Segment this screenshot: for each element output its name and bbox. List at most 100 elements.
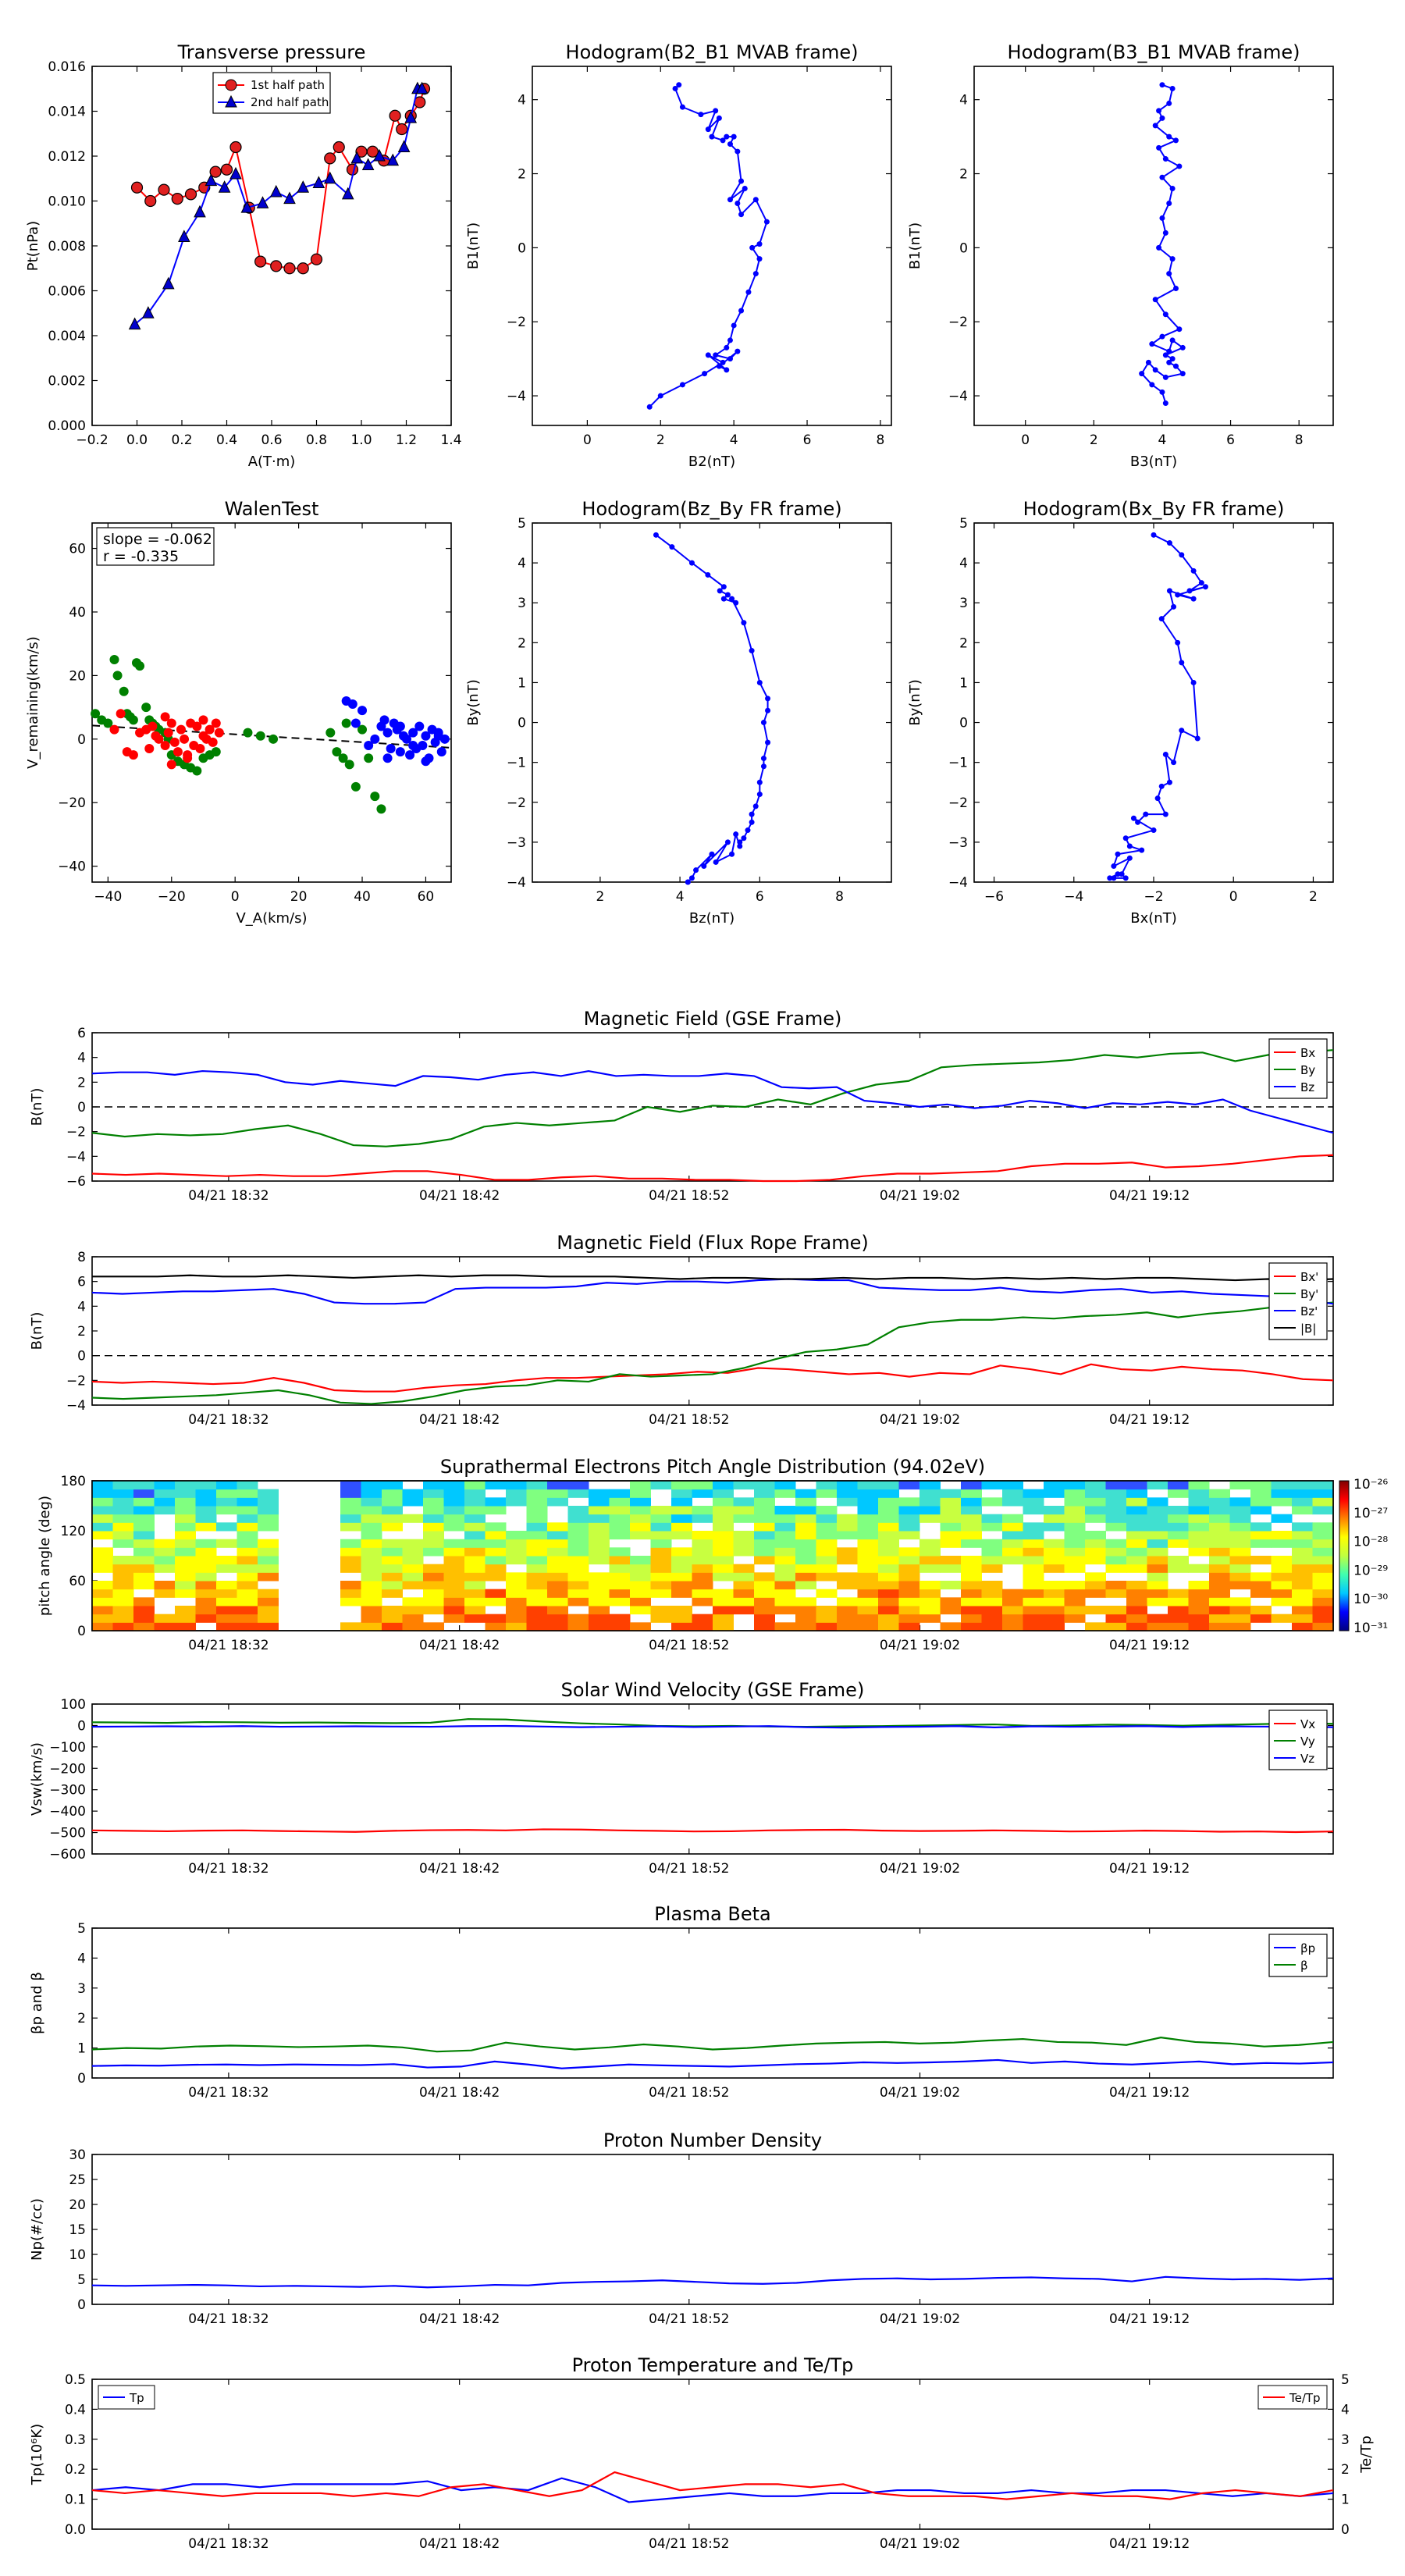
pitch-angle-cell (382, 1489, 403, 1498)
pitch-angle-cell (878, 1589, 899, 1598)
pitch-angle-cell (1168, 1522, 1189, 1532)
pitch-angle-cell (1250, 1589, 1272, 1598)
pitch-angle-cell (175, 1556, 196, 1565)
hodogram-bx-by-ytick-label: −2 (948, 795, 968, 811)
hodogram-bz-by-point (733, 600, 739, 606)
pitch-angle-cell (1312, 1531, 1334, 1540)
hodogram-bz-by-point (724, 592, 731, 598)
walen-test-point (421, 731, 431, 741)
magnetic-field-fr-ytick-label: 6 (77, 1275, 86, 1290)
hodogram-bx-by-xlabel: Bx(nT) (1130, 910, 1176, 927)
hodogram-bx-by-point (1171, 760, 1177, 766)
pitch-angle-cell (1250, 1497, 1272, 1507)
pitch-angle-cell (795, 1606, 816, 1615)
pitch-angle-cell (1147, 1589, 1168, 1598)
pitch-angle-cell (1085, 1572, 1106, 1582)
pitch-angle-cell (92, 1514, 113, 1523)
hodogram-bz-by-ytick-label: 3 (518, 596, 526, 611)
walen-test-point (141, 703, 151, 713)
pitch-angle-cell (754, 1614, 775, 1623)
pitch-angle-cell (816, 1606, 838, 1615)
pitch-angle-cell (340, 1581, 361, 1590)
solar-wind-velocity-ytick-label: −400 (49, 1804, 86, 1820)
pitch-angle-cell (1188, 1481, 1210, 1490)
pitch-angle-cell (713, 1556, 734, 1565)
pitch-angle-cell (1147, 1581, 1168, 1590)
pitch-angle-cell (112, 1506, 134, 1515)
pitch-angle-cell (112, 1531, 134, 1540)
plasma-beta-time-label: 04/21 18:42 (419, 2085, 500, 2101)
proton-temperature-ytick-label: 0.5 (65, 2372, 86, 2388)
pitch-angle-cell (92, 1614, 113, 1623)
pitch-angle-cell (1023, 1556, 1044, 1565)
pitch-angle-cell (919, 1614, 941, 1623)
pitch-angle-cell (1312, 1606, 1334, 1615)
hodogram-b3-b1-point (1179, 344, 1186, 350)
pitch-angle-cell (1209, 1547, 1230, 1557)
plasma-beta-time-label: 04/21 19:02 (880, 2085, 960, 2101)
pitch-angle-cell (1085, 1556, 1106, 1565)
pitch-angle-cell (1312, 1539, 1334, 1548)
walen-test-point (370, 792, 380, 802)
pitch-angle-cell (713, 1489, 734, 1498)
pitch-angle-cell (443, 1497, 465, 1507)
walen-test-point (160, 712, 170, 722)
pitch-angle-cell (92, 1581, 113, 1590)
pitch-angle-cell (713, 1539, 734, 1548)
transverse-pressure-point (162, 276, 175, 290)
solar-wind-velocity-ytick-label: −300 (49, 1783, 86, 1799)
pitch-angle-cell (361, 1564, 382, 1573)
pitch-angle-cell (443, 1489, 465, 1498)
pitch-angle-cell (898, 1547, 920, 1557)
pitch-angle-cell (671, 1556, 692, 1565)
walen-test-point (341, 718, 351, 728)
hodogram-b2-b1-point (705, 126, 711, 133)
pitch-angle-cell (423, 1522, 444, 1532)
pitch-angle-cell (175, 1489, 196, 1498)
pitch-angle-cell (567, 1614, 589, 1623)
hodogram-bx-by-point (1175, 592, 1181, 598)
pitch-angle-cell (195, 1489, 217, 1498)
pitch-angle-time-label: 04/21 18:32 (188, 1638, 269, 1653)
hodogram-bx-by-point (1126, 855, 1133, 861)
pitch-angle-colorbar-label: 10⁻²⁶ (1353, 1477, 1388, 1493)
pitch-angle-cell (1064, 1531, 1086, 1540)
pitch-angle-cell (1064, 1597, 1086, 1606)
pitch-angle-cell (1188, 1497, 1210, 1507)
pitch-angle-cell (133, 1572, 155, 1582)
pitch-angle-cell (1147, 1564, 1168, 1573)
pitch-angle-cell (1229, 1581, 1251, 1590)
solar-wind-velocity-ytick-label: 0 (77, 1718, 86, 1734)
pitch-angle-cell (1292, 1547, 1313, 1557)
solar-wind-velocity-legend-label: Vy (1300, 1735, 1315, 1749)
pitch-angle-cell (692, 1539, 713, 1548)
transverse-pressure-point (415, 81, 429, 94)
pitch-angle-cell (774, 1531, 796, 1540)
hodogram-bz-by-point (729, 596, 735, 602)
pitch-angle-cell (423, 1597, 444, 1606)
pitch-angle-cell (898, 1506, 920, 1515)
hodogram-bx-by-point (1143, 811, 1149, 817)
walen-test-xtick-label: 20 (290, 889, 308, 905)
pitch-angle-cell (795, 1497, 816, 1507)
transverse-pressure-point (220, 163, 233, 176)
magnetic-field-gse-ytick-label: −6 (66, 1174, 86, 1190)
pitch-angle-cell (981, 1581, 1003, 1590)
pitch-angle-ytick-label: 120 (61, 1524, 86, 1539)
pitch-angle-colorbar-label: 10⁻²⁸ (1353, 1535, 1388, 1550)
hodogram-bx-by-ytick-label: 1 (959, 675, 968, 691)
plasma-beta-ytick-label: 3 (77, 1981, 86, 1997)
pitch-angle-cell (1312, 1581, 1334, 1590)
pitch-angle-cell (857, 1547, 879, 1557)
hodogram-b2-b1-point (679, 382, 685, 388)
hodogram-b2-b1-point (716, 115, 722, 121)
transverse-pressure-ytick-label: 0.014 (48, 105, 86, 120)
proton-temperature-ylabel: Tp(10⁶K) (29, 2424, 45, 2485)
hodogram-bz-by-point (756, 779, 763, 785)
pitch-angle-cell (237, 1564, 258, 1573)
transverse-pressure-legend-marker (225, 94, 237, 108)
pitch-angle-cell (1292, 1522, 1313, 1532)
pitch-angle-cell (506, 1547, 527, 1557)
walen-test-point (160, 740, 170, 750)
pitch-angle-cell (671, 1531, 692, 1540)
